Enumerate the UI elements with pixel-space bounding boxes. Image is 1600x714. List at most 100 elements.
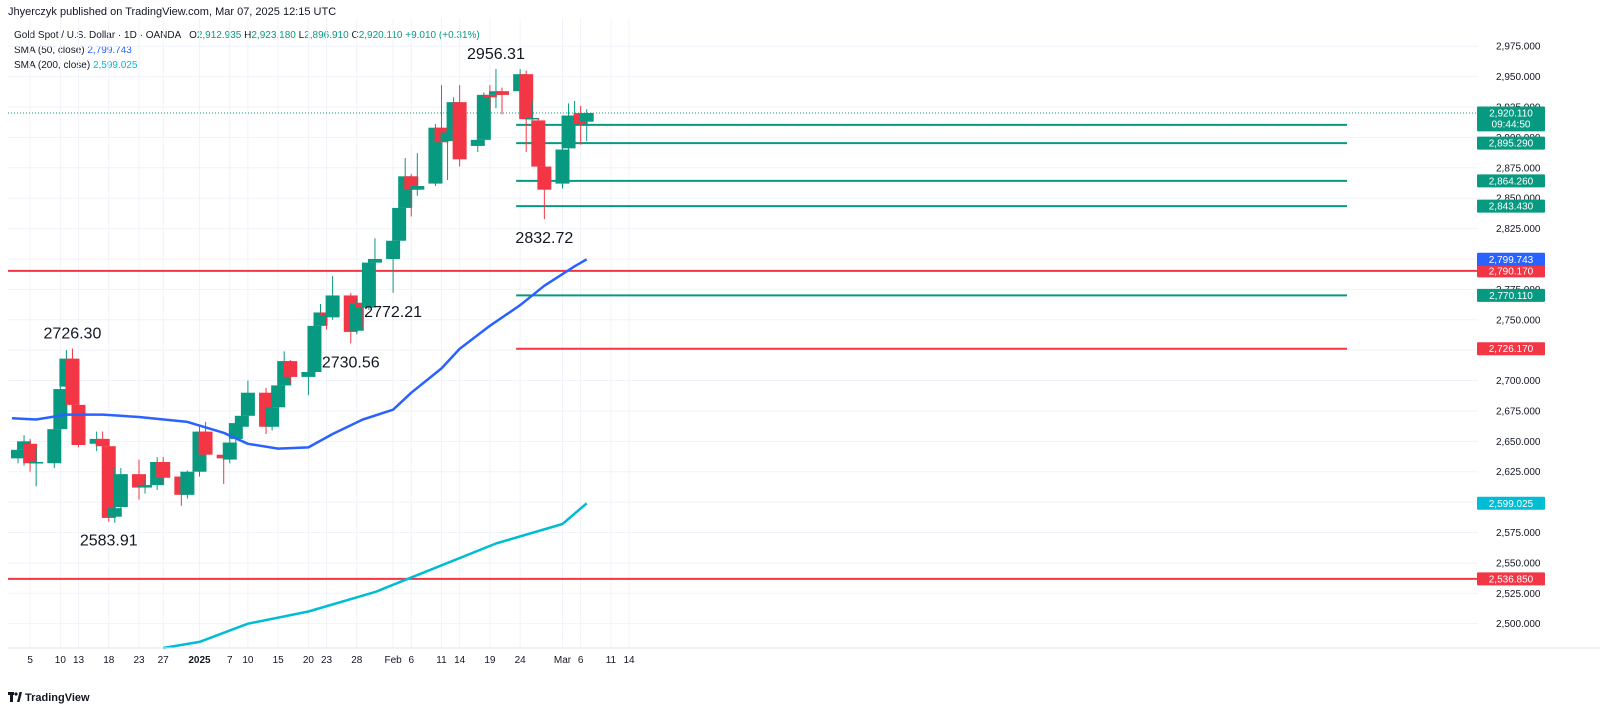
candle-body — [65, 358, 80, 405]
x-tick-label: 27 — [158, 655, 170, 666]
x-tick-label: 10 — [55, 655, 67, 666]
x-tick-label: 6 — [578, 655, 584, 666]
footer-brand: TradingView — [25, 692, 90, 704]
candle — [313, 303, 328, 330]
candle-body — [271, 385, 286, 408]
price-annotations: 2956.31 2832.72 2772.21 2730.56 2726.30 2583.… — [44, 46, 574, 550]
candle — [240, 380, 255, 420]
candle — [537, 149, 552, 220]
price-annotation: 2730.56 — [322, 354, 380, 371]
candle-body — [367, 258, 382, 263]
open-value: 2,912.935 — [196, 30, 242, 41]
candle-body — [222, 442, 237, 460]
y-tick-label: 2,950.000 — [1496, 72, 1541, 83]
x-tick-label: 15 — [273, 655, 285, 666]
sma50-tag-bg — [1477, 252, 1545, 266]
price-annotation: 2726.30 — [44, 326, 102, 343]
sma200-line — [162, 502, 588, 650]
y-tick-label: 2,750.000 — [1496, 315, 1541, 326]
level-tag-label: 2,726.170 — [1489, 344, 1534, 355]
publisher-text: Jhyerczyk published on TradingView.com, … — [8, 6, 337, 18]
level-tag-bg — [1477, 174, 1545, 188]
x-tick-label: 24 — [515, 655, 527, 666]
candle — [180, 470, 195, 499]
candle — [367, 238, 382, 264]
price-annotation: 2583.91 — [80, 533, 138, 550]
candle — [531, 117, 546, 170]
candle-body — [531, 120, 546, 167]
candle-body — [476, 94, 491, 140]
candle-body — [156, 462, 171, 478]
candle-body — [113, 474, 128, 507]
x-tick-label: 28 — [351, 655, 363, 666]
symbol-title: Gold Spot / U.S. Dollar · 1D · OANDA — [14, 30, 181, 41]
candle — [307, 324, 322, 375]
candle — [476, 92, 491, 146]
x-tick-label: 7 — [227, 655, 233, 666]
candle — [482, 85, 497, 111]
candle — [138, 480, 153, 494]
y-tick-label: 2,650.000 — [1496, 437, 1541, 448]
candle-body — [537, 166, 552, 190]
level-tag-bg — [1477, 199, 1545, 213]
candle-body — [11, 449, 25, 459]
candle-body — [495, 91, 509, 95]
candle-body — [519, 74, 534, 120]
y-tick-label: 2,875.000 — [1496, 163, 1541, 174]
y-tick-label: 2,700.000 — [1496, 376, 1541, 387]
candle-body — [283, 361, 298, 377]
last-price-tag-bg — [1477, 106, 1545, 131]
candle-body — [307, 325, 322, 373]
candle — [325, 276, 340, 320]
level-tag-bg — [1477, 288, 1545, 302]
level-tag-label: 2,790.170 — [1489, 266, 1534, 277]
x-tick-label: 23 — [133, 655, 145, 666]
x-tick-label: 5 — [27, 655, 33, 666]
candle-body — [561, 115, 576, 149]
candle-body — [349, 303, 364, 331]
publisher-header: Jhyerczyk published on TradingView.com, … — [8, 6, 336, 18]
sma200-tag-label: 2,599.025 — [1489, 499, 1534, 510]
y-tick-label: 2,575.000 — [1496, 528, 1541, 539]
candle — [488, 68, 503, 109]
close-label: C — [351, 30, 359, 41]
price-annotation: 2832.72 — [515, 230, 573, 247]
price-axis-tags: 2,790.1702,536.8502,726.1702,910.3202,89… — [1477, 106, 1545, 586]
level-tag-label: 2,770.110 — [1489, 291, 1533, 302]
moving-averages — [11, 258, 588, 650]
level-tag-bg — [1477, 342, 1545, 356]
x-tick-label: Mar — [554, 655, 572, 666]
x-tick-label: 13 — [73, 655, 85, 666]
level-tag-label: 2,864.260 — [1489, 176, 1534, 187]
last-price-tag-countdown: 09:44:50 — [1492, 119, 1531, 130]
candle-body — [228, 423, 243, 439]
level-tag-bg — [1477, 136, 1545, 150]
candle-body — [240, 392, 255, 416]
sma50-legend-row[interactable]: SMA (50, close) 2,799.743 — [14, 43, 480, 58]
candle-body — [482, 94, 497, 98]
level-tag-bg — [1477, 572, 1545, 586]
candle-body — [301, 372, 316, 377]
time-axis[interactable]: 5 10 13 18 23 27 2025 7 10 15 20 23 28 Feb 6 11 14 19 24 Ma… — [8, 647, 1600, 666]
candle-body — [23, 443, 38, 464]
tradingview-footer[interactable]: TradingView — [8, 692, 90, 704]
level-tag-label: 2,895.290 — [1489, 139, 1534, 150]
candle — [495, 87, 509, 115]
candle-body — [29, 462, 44, 464]
candle-body — [361, 262, 376, 308]
y-tick-label: 2,525.000 — [1496, 589, 1541, 600]
candle-body — [525, 117, 540, 120]
candle-body — [386, 240, 401, 259]
y-tick-label: 2,975.000 — [1496, 42, 1541, 53]
horizontal-levels — [8, 123, 1480, 580]
candle — [361, 258, 376, 311]
sma200-legend-row[interactable]: SMA (200, close) 2,599.025 — [14, 58, 480, 73]
candle-body — [47, 429, 62, 464]
sma50-line — [11, 258, 588, 450]
level-tag-bg — [1477, 264, 1545, 278]
x-tick-label: 2025 — [188, 655, 211, 666]
candlesticks — [11, 68, 594, 523]
sma50-tag-label: 2,799.743 — [1489, 255, 1534, 266]
sma50-value: 2,799.743 — [87, 45, 132, 56]
